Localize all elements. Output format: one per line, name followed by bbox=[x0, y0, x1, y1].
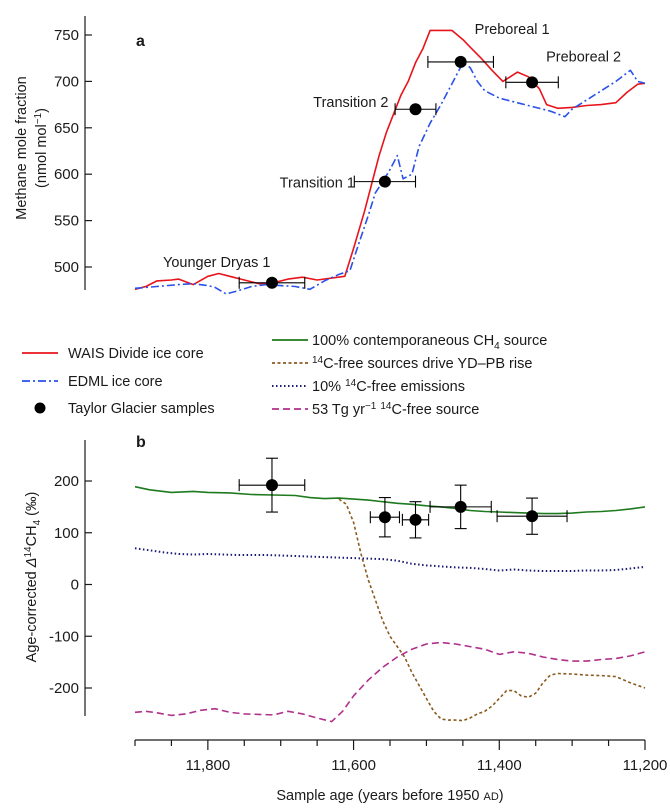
panel-b-sample-marker bbox=[409, 513, 422, 526]
panel-a-y-ticks: 500 550 600 650 700 750 bbox=[54, 27, 92, 276]
panel-a-y-tick-label: 600 bbox=[54, 166, 79, 183]
panel-a-y-label-line2: (nmol mol−1) bbox=[33, 108, 50, 188]
legend-item-14c-free-rise: 14C-free sources drive YD–PB rise bbox=[272, 355, 532, 372]
panel-a-y-tick-label: 700 bbox=[54, 73, 79, 90]
panel-b: b 200 100 0 -100 -200 11,800 11,600 11,400 11,2… bbox=[23, 434, 667, 804]
panel-a-sample-label: Younger Dryas 1 bbox=[163, 255, 270, 271]
panel-a-y-tick-label: 550 bbox=[54, 213, 79, 230]
panel-b-y-ticks: 200 100 0 -100 -200 bbox=[49, 473, 92, 697]
legend-swatch-taylor bbox=[34, 402, 46, 414]
panel-a-y-label-line1: Methane mole fraction bbox=[14, 76, 30, 219]
panel-b-sample-point bbox=[238, 457, 306, 513]
panel-a-sample-marker bbox=[454, 55, 467, 68]
panel-b-y-tick-label: 100 bbox=[54, 525, 79, 542]
panel-a-sample-point bbox=[427, 55, 495, 68]
panel-b-y-tick-label: 0 bbox=[71, 577, 79, 594]
panel-a-series-line-1 bbox=[134, 62, 646, 295]
panel-b-series-line-3 bbox=[134, 641, 646, 723]
panel-a-series bbox=[134, 29, 646, 295]
panel-b-x-tick-label: 11,800 bbox=[185, 757, 230, 774]
panel-a-y-tick-label: 650 bbox=[54, 120, 79, 137]
panel-a-sample-marker bbox=[526, 76, 539, 89]
panel-a-sample-marker bbox=[409, 103, 422, 116]
panel-a-sample-label: Transition 1 bbox=[280, 176, 355, 192]
panel-a-sample-point bbox=[505, 76, 559, 89]
panel-b-x-label: Sample age (years before 1950 AD) bbox=[276, 788, 503, 804]
panel-a-series-line-0 bbox=[134, 29, 646, 291]
panel-a-samples bbox=[238, 55, 559, 289]
panel-b-samples bbox=[238, 457, 568, 539]
panel-a-sample-marker bbox=[378, 175, 391, 188]
panel-b-x-tick-label: 11,400 bbox=[477, 757, 522, 774]
legend-item-10-percent: 10% 14C-free emissions bbox=[272, 378, 465, 395]
panel-a-sample-labels: Younger Dryas 1 Transition 1 Transition 2 P… bbox=[163, 22, 621, 271]
panel-b-series-line-1 bbox=[338, 498, 646, 722]
legend-item-wais: WAIS Divide ice core bbox=[22, 346, 204, 362]
panel-b-sample-point bbox=[496, 497, 568, 535]
panel-b-y-tick-label: -100 bbox=[49, 628, 79, 645]
panel-b-series bbox=[134, 485, 646, 723]
panel-a-y-tick-label: 500 bbox=[54, 259, 79, 276]
legend-label-53-tg: 53 Tg yr−1 14C-free source bbox=[312, 401, 479, 418]
legend-label-wais: WAIS Divide ice core bbox=[68, 346, 204, 362]
panel-b-y-tick-label: -200 bbox=[49, 680, 79, 697]
panel-b-x-tick-label: 11,200 bbox=[623, 757, 668, 774]
legend-label-10-percent: 10% 14C-free emissions bbox=[312, 378, 465, 395]
panel-a: a 500 550 600 650 700 750 Methane mole fracti… bbox=[14, 16, 646, 295]
panel-b-sample-marker bbox=[378, 511, 391, 524]
panel-a-label: a bbox=[136, 33, 145, 50]
panel-b-sample-point bbox=[429, 484, 492, 530]
legend-label-taylor: Taylor Glacier samples bbox=[68, 401, 215, 417]
panel-b-y-label: Age-corrected Δ14CH4 (‰) bbox=[23, 492, 43, 663]
panel-a-sample-point bbox=[394, 103, 437, 116]
panel-b-sample-marker bbox=[454, 500, 467, 513]
panel-b-sample-marker bbox=[526, 510, 539, 523]
panel-b-x-ticks: 11,800 11,600 11,400 11,200 bbox=[134, 740, 668, 774]
legend-label-edml: EDML ice core bbox=[68, 374, 163, 390]
panel-b-sample-marker bbox=[265, 479, 278, 492]
legend-label-contemporaneous: 100% contemporaneous CH4 source bbox=[312, 333, 547, 352]
panel-b-series-line-0 bbox=[134, 485, 646, 515]
legend-item-contemporaneous: 100% contemporaneous CH4 source bbox=[272, 333, 547, 352]
panel-b-sample-point bbox=[401, 501, 430, 539]
panel-a-sample-marker bbox=[265, 276, 278, 289]
legend-item-edml: EDML ice core bbox=[22, 374, 163, 390]
panel-a-sample-point bbox=[353, 175, 417, 188]
legend: WAIS Divide ice core EDML ice core Taylo… bbox=[22, 333, 547, 418]
panel-a-sample-label: Preboreal 1 bbox=[475, 22, 550, 38]
legend-label-14c-free-rise: 14C-free sources drive YD–PB rise bbox=[312, 355, 532, 372]
panel-a-sample-label: Preboreal 2 bbox=[546, 49, 621, 65]
panel-b-sample-point bbox=[369, 497, 401, 538]
panel-b-y-tick-label: 200 bbox=[54, 473, 79, 490]
panel-a-sample-point bbox=[238, 276, 306, 289]
legend-item-53-tg: 53 Tg yr−1 14C-free source bbox=[272, 401, 479, 418]
panel-a-y-tick-label: 750 bbox=[54, 27, 79, 44]
panel-b-label: b bbox=[136, 434, 146, 451]
panel-b-series-line-2 bbox=[134, 547, 646, 572]
panel-a-sample-label: Transition 2 bbox=[313, 95, 388, 111]
panel-b-x-tick-label: 11,600 bbox=[331, 757, 376, 774]
legend-item-taylor: Taylor Glacier samples bbox=[34, 401, 215, 417]
